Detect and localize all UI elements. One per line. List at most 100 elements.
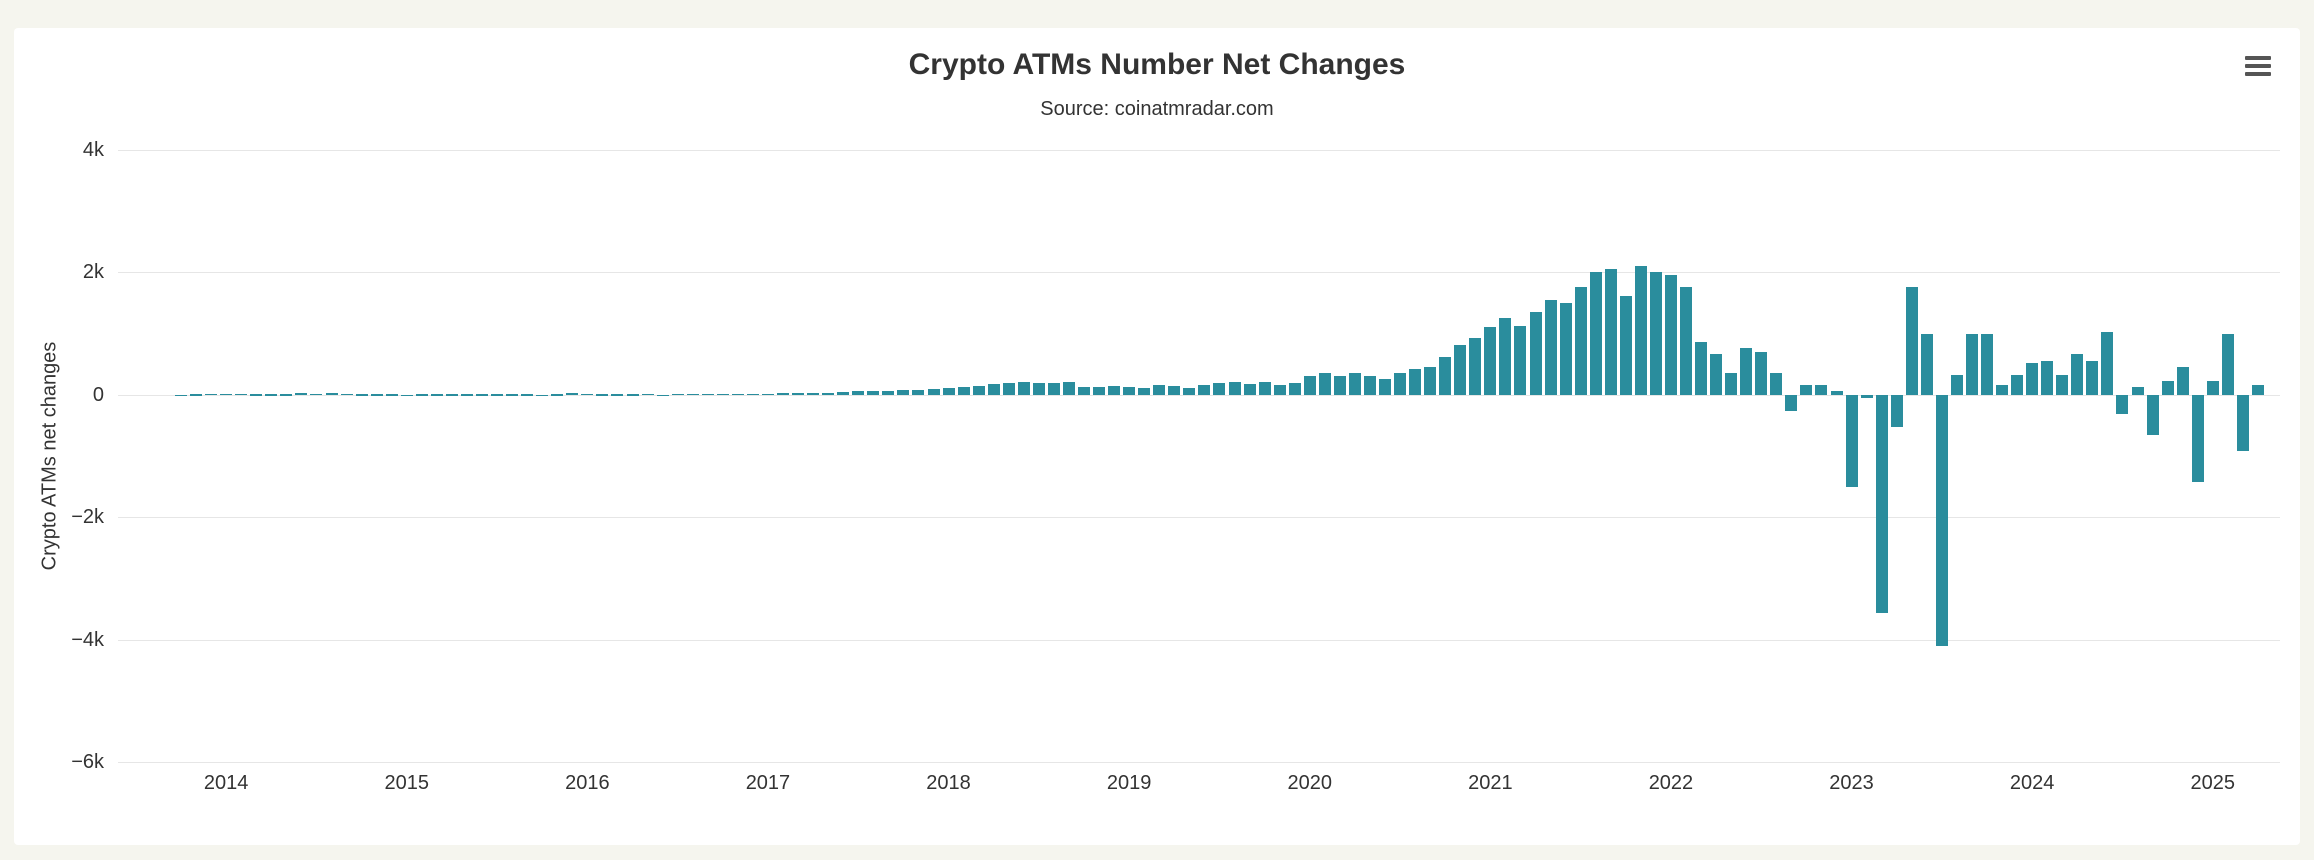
bar[interactable] — [581, 394, 594, 396]
bar[interactable] — [972, 386, 985, 395]
bar[interactable] — [491, 394, 504, 396]
bar[interactable] — [1845, 394, 1858, 487]
bar[interactable] — [1348, 372, 1361, 395]
bar[interactable] — [701, 393, 714, 396]
bar[interactable] — [1574, 287, 1587, 395]
bar[interactable] — [1123, 386, 1136, 395]
bar[interactable] — [476, 394, 488, 396]
bar[interactable] — [2131, 387, 2144, 395]
bar[interactable] — [175, 394, 187, 396]
bar[interactable] — [1273, 385, 1286, 395]
bar[interactable] — [1935, 394, 1948, 646]
bar[interactable] — [1981, 333, 1993, 395]
bar[interactable] — [761, 393, 774, 395]
bar[interactable] — [2176, 366, 2189, 395]
bar[interactable] — [295, 392, 308, 395]
bar[interactable] — [1619, 295, 1632, 395]
bar[interactable] — [2101, 332, 2114, 395]
bar[interactable] — [1996, 385, 2009, 395]
bar[interactable] — [1288, 383, 1301, 395]
bar[interactable] — [1755, 351, 1768, 395]
bar[interactable] — [852, 391, 865, 395]
bar[interactable] — [656, 394, 669, 397]
bar[interactable] — [1153, 385, 1166, 395]
bar[interactable] — [1228, 381, 1241, 395]
bar[interactable] — [1213, 383, 1226, 395]
bar[interactable] — [1529, 311, 1542, 395]
bar[interactable] — [370, 394, 383, 396]
bar[interactable] — [1634, 266, 1647, 395]
bar[interactable] — [536, 394, 549, 396]
bar[interactable] — [1589, 272, 1602, 395]
bar[interactable] — [1770, 372, 1783, 395]
bar[interactable] — [280, 394, 293, 396]
bar[interactable] — [792, 392, 805, 395]
bar[interactable] — [1047, 383, 1060, 395]
bar[interactable] — [2011, 375, 2024, 395]
bar[interactable] — [822, 392, 835, 395]
bar[interactable] — [1950, 375, 1963, 395]
bar[interactable] — [1093, 386, 1106, 395]
bar[interactable] — [1830, 391, 1843, 395]
bar[interactable] — [1544, 299, 1557, 395]
bar[interactable] — [1032, 382, 1045, 395]
bar[interactable] — [1875, 394, 1888, 613]
bar[interactable] — [1664, 275, 1677, 395]
bar[interactable] — [1860, 394, 1873, 399]
bar[interactable] — [551, 394, 564, 396]
bar[interactable] — [1890, 394, 1903, 427]
bar[interactable] — [1183, 388, 1196, 395]
bar[interactable] — [807, 393, 820, 395]
bar[interactable] — [1318, 372, 1331, 395]
bar[interactable] — [1920, 333, 1933, 395]
bar[interactable] — [1800, 385, 1813, 395]
bar[interactable] — [190, 394, 203, 396]
bar[interactable] — [1785, 394, 1798, 411]
bar[interactable] — [1168, 386, 1181, 395]
bar[interactable] — [1078, 387, 1090, 395]
bar[interactable] — [942, 388, 955, 395]
bar[interactable] — [927, 389, 940, 395]
bar[interactable] — [1062, 381, 1075, 395]
bar[interactable] — [1017, 381, 1030, 395]
bar[interactable] — [1002, 383, 1015, 395]
bar[interactable] — [1680, 287, 1692, 395]
bar[interactable] — [445, 394, 458, 396]
bar[interactable] — [2146, 394, 2159, 436]
bar[interactable] — [355, 394, 368, 396]
bar[interactable] — [2251, 385, 2264, 395]
bar[interactable] — [1484, 326, 1497, 395]
bar[interactable] — [912, 389, 925, 395]
bar[interactable] — [2071, 354, 2084, 395]
bar[interactable] — [1379, 378, 1391, 395]
bar[interactable] — [867, 391, 880, 395]
bar[interactable] — [671, 393, 684, 396]
bar[interactable] — [1409, 369, 1422, 395]
bar[interactable] — [731, 393, 744, 396]
bar[interactable] — [1965, 333, 1978, 395]
bar[interactable] — [235, 394, 248, 396]
bar[interactable] — [460, 394, 473, 396]
bar[interactable] — [1333, 375, 1346, 395]
bar[interactable] — [310, 394, 323, 396]
bar[interactable] — [566, 392, 579, 395]
bar[interactable] — [400, 394, 413, 396]
bar[interactable] — [2026, 362, 2039, 395]
bar[interactable] — [882, 390, 895, 395]
bar[interactable] — [1695, 342, 1708, 395]
bar[interactable] — [716, 393, 729, 395]
bar[interactable] — [641, 394, 654, 396]
bar[interactable] — [415, 394, 428, 396]
bar[interactable] — [340, 394, 353, 396]
bar[interactable] — [1454, 344, 1467, 395]
bar[interactable] — [957, 387, 970, 395]
bar[interactable] — [385, 394, 398, 396]
bar[interactable] — [1439, 356, 1452, 395]
bar[interactable] — [596, 394, 609, 396]
bar[interactable] — [2161, 381, 2174, 395]
bar[interactable] — [2206, 381, 2219, 395]
bar[interactable] — [686, 394, 699, 396]
bar[interactable] — [521, 394, 534, 396]
bar[interactable] — [1905, 287, 1918, 395]
bar[interactable] — [837, 392, 850, 395]
